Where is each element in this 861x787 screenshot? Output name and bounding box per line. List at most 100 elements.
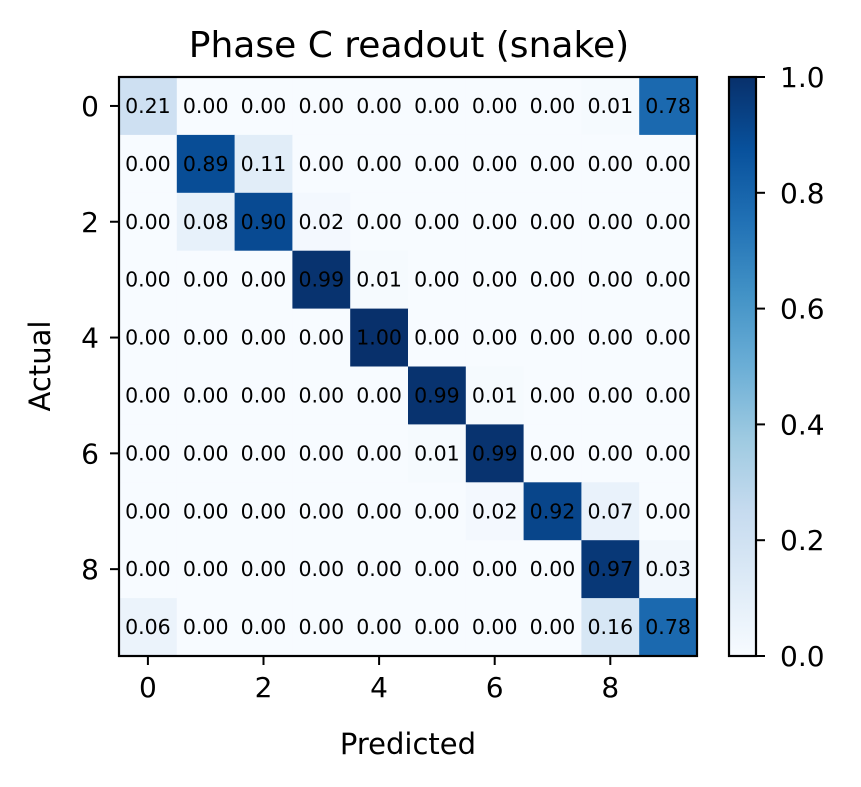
cell-value-r2-c3: 0.02 bbox=[298, 210, 344, 234]
cell-value-r8-c8: 0.97 bbox=[587, 557, 633, 581]
heatmap-cell-r8-c9 bbox=[639, 540, 698, 599]
cell-value-r6-c1: 0.00 bbox=[183, 441, 229, 465]
cell-value-r3-c1: 0.00 bbox=[183, 268, 229, 292]
heatmap-cell-r3-c6 bbox=[465, 250, 525, 310]
cell-value-r9-c3: 0.00 bbox=[298, 615, 344, 639]
cell-value-r2-c8: 0.00 bbox=[587, 210, 633, 234]
heatmap-cell-r5-c8 bbox=[581, 366, 640, 425]
cell-value-r5-c6: 0.01 bbox=[472, 383, 518, 407]
heatmap-cell-r9-c4 bbox=[350, 598, 409, 657]
cell-value-r0-c5: 0.00 bbox=[414, 94, 460, 118]
cell-value-r3-c7: 0.00 bbox=[530, 268, 576, 292]
heatmap-cell-r1-c1 bbox=[176, 134, 236, 194]
cell-value-r6-c4: 0.00 bbox=[356, 441, 402, 465]
heatmap-cell-r3-c5 bbox=[408, 250, 467, 310]
heatmap-cell-r7-c3 bbox=[292, 482, 351, 541]
cell-value-r0-c9: 0.78 bbox=[645, 94, 691, 118]
cell-value-r7-c8: 0.07 bbox=[587, 499, 633, 523]
cell-value-r6-c6: 0.99 bbox=[472, 441, 518, 465]
cell-value-r5-c8: 0.00 bbox=[587, 383, 633, 407]
heatmap-cell-r2-c2 bbox=[234, 192, 293, 252]
heatmap-cell-r5-c1 bbox=[176, 366, 236, 425]
heatmap-cell-r8-c0 bbox=[119, 540, 178, 599]
cell-value-r1-c2: 0.11 bbox=[241, 152, 287, 176]
colorbar-tick-label: 0.2 bbox=[780, 524, 825, 557]
cell-value-r6-c8: 0.00 bbox=[587, 441, 633, 465]
cell-value-r2-c6: 0.00 bbox=[472, 210, 518, 234]
heatmap-cell-r0-c7 bbox=[523, 77, 582, 136]
cell-value-r5-c7: 0.00 bbox=[530, 383, 576, 407]
heatmap-cell-r1-c7 bbox=[523, 134, 582, 194]
y-tick-label: 2 bbox=[81, 206, 99, 239]
cell-value-r3-c5: 0.00 bbox=[414, 268, 460, 292]
x-tick-label: 6 bbox=[486, 671, 504, 704]
heatmap-cell-r7-c2 bbox=[234, 482, 293, 541]
cell-value-r3-c8: 0.00 bbox=[587, 268, 633, 292]
cell-value-r2-c9: 0.00 bbox=[645, 210, 691, 234]
heatmap-cell-r6-c5 bbox=[408, 424, 467, 483]
cell-value-r5-c4: 0.00 bbox=[356, 383, 402, 407]
chart-title: Phase C readout (snake) bbox=[189, 25, 629, 66]
heatmap-cell-r3-c4 bbox=[350, 250, 409, 310]
heatmap-cell-r9-c2 bbox=[234, 598, 293, 657]
heatmap-cell-r0-c0 bbox=[119, 77, 178, 136]
colorbar-tick-label: 0.8 bbox=[780, 177, 825, 210]
heatmap-cell-r3-c2 bbox=[234, 250, 293, 310]
heatmap-cell-r8-c5 bbox=[408, 540, 467, 599]
heatmap-cell-r1-c5 bbox=[408, 134, 467, 194]
heatmap-cell-r6-c0 bbox=[119, 424, 178, 483]
heatmap-cell-r8-c4 bbox=[350, 540, 409, 599]
heatmap-cell-r2-c3 bbox=[292, 192, 351, 252]
heatmap-cell-r0-c5 bbox=[408, 77, 467, 136]
heatmap-cell-r2-c6 bbox=[465, 192, 525, 252]
heatmap-cell-r5-c4 bbox=[350, 366, 409, 425]
cell-value-r0-c2: 0.00 bbox=[241, 94, 287, 118]
heatmap-cell-r6-c8 bbox=[581, 424, 640, 483]
cell-value-r1-c7: 0.00 bbox=[530, 152, 576, 176]
cell-value-r3-c0: 0.00 bbox=[125, 268, 171, 292]
x-tick-label: 2 bbox=[255, 671, 273, 704]
cell-value-r1-c1: 0.89 bbox=[183, 152, 229, 176]
heatmap-cell-r3-c1 bbox=[176, 250, 236, 310]
heatmap-cell-r0-c2 bbox=[234, 77, 293, 136]
cell-value-r3-c6: 0.00 bbox=[472, 268, 518, 292]
heatmap-cell-r3-c9 bbox=[639, 250, 698, 310]
cell-value-r6-c5: 0.01 bbox=[414, 441, 460, 465]
x-tick-label: 0 bbox=[139, 671, 157, 704]
heatmap-cell-r4-c0 bbox=[119, 308, 178, 367]
heatmap-cell-r8-c3 bbox=[292, 540, 351, 599]
y-axis-ticks: 0 2 4 6 8 bbox=[81, 90, 119, 586]
heatmap-cell-r6-c4 bbox=[350, 424, 409, 483]
cell-value-r4-c5: 0.00 bbox=[414, 326, 460, 350]
heatmap-cell-r1-c2 bbox=[234, 134, 293, 194]
heatmap-cell-r3-c3 bbox=[292, 250, 351, 310]
cell-value-r6-c2: 0.00 bbox=[241, 441, 287, 465]
heatmap-cell-r5-c2 bbox=[234, 366, 293, 425]
cell-value-r4-c1: 0.00 bbox=[183, 326, 229, 350]
heatmap-cell-r4-c8 bbox=[581, 308, 640, 367]
x-axis-label: Predicted bbox=[340, 727, 476, 761]
y-axis-label: Actual bbox=[23, 321, 57, 412]
cell-value-r2-c2: 0.90 bbox=[241, 210, 287, 234]
heatmap-cell-r0-c4 bbox=[350, 77, 409, 136]
heatmap-cell-r4-c1 bbox=[176, 308, 236, 367]
cell-value-r4-c9: 0.00 bbox=[645, 326, 691, 350]
cell-value-r7-c3: 0.00 bbox=[298, 499, 344, 523]
cell-value-r7-c5: 0.00 bbox=[414, 499, 460, 523]
heatmap-cell-r1-c8 bbox=[581, 134, 640, 194]
heatmap-cell-r9-c7 bbox=[523, 598, 582, 657]
heatmap-cell-r4-c2 bbox=[234, 308, 293, 367]
heatmap-cell-r2-c7 bbox=[523, 192, 582, 252]
cell-value-r2-c7: 0.00 bbox=[530, 210, 576, 234]
heatmap-cell-r3-c8 bbox=[581, 250, 640, 310]
heatmap-cell-r5-c3 bbox=[292, 366, 351, 425]
cell-value-r8-c1: 0.00 bbox=[183, 557, 229, 581]
heatmap-cell-r6-c1 bbox=[176, 424, 236, 483]
heatmap-cell-r8-c2 bbox=[234, 540, 293, 599]
cell-value-r3-c9: 0.00 bbox=[645, 268, 691, 292]
cell-value-r7-c7: 0.92 bbox=[530, 499, 576, 523]
heatmap-cell-r8-c8 bbox=[581, 540, 640, 599]
heatmap-cell-r7-c1 bbox=[176, 482, 236, 541]
cell-value-r0-c4: 0.00 bbox=[356, 94, 402, 118]
cell-value-r1-c5: 0.00 bbox=[414, 152, 460, 176]
